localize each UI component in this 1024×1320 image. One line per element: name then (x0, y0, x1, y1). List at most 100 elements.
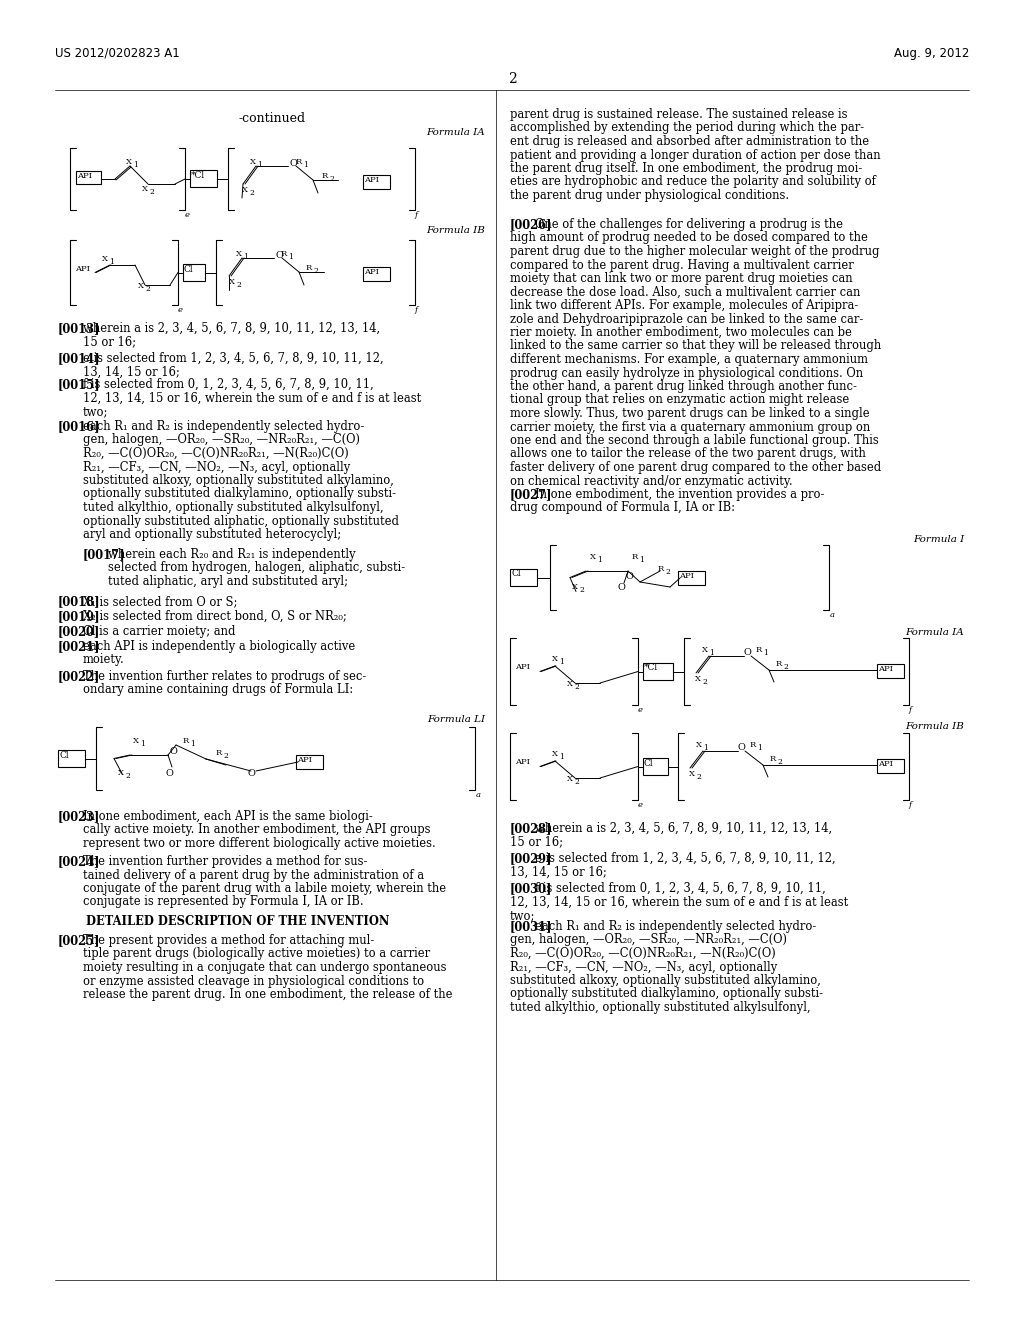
Text: R: R (658, 565, 665, 573)
Text: release the parent drug. In one embodiment, the release of the: release the parent drug. In one embodime… (83, 987, 453, 1001)
Text: 1: 1 (559, 657, 564, 667)
Text: f: f (415, 211, 418, 219)
Text: O: O (289, 158, 297, 168)
Text: R₂₁, —CF₃, —CN, —NO₂, —N₃, acyl, optionally: R₂₁, —CF₃, —CN, —NO₂, —N₃, acyl, optiona… (83, 461, 350, 474)
Text: parent drug is sustained release. The sustained release is: parent drug is sustained release. The su… (510, 108, 848, 121)
Text: 1: 1 (559, 752, 564, 762)
Text: [0024]: [0024] (58, 855, 100, 869)
Text: R: R (770, 755, 776, 763)
Text: the parent drug itself. In one embodiment, the prodrug moi-: the parent drug itself. In one embodimen… (510, 162, 862, 176)
Text: [0023]: [0023] (58, 810, 100, 822)
Text: aryl and optionally substituted heterocyclyl;: aryl and optionally substituted heterocy… (83, 528, 341, 541)
Text: one end and the second through a labile functional group. This: one end and the second through a labile … (510, 434, 879, 447)
Bar (190, 170, 217, 187)
Text: [0013]: [0013] (58, 322, 100, 335)
Bar (643, 758, 668, 775)
Text: selected from hydrogen, halogen, aliphatic, substi-: selected from hydrogen, halogen, aliphat… (108, 561, 406, 574)
Text: decrease the dose load. Also, such a multivalent carrier can: decrease the dose load. Also, such a mul… (510, 285, 860, 298)
Text: [0028]: [0028] (510, 822, 553, 836)
Text: API: API (364, 176, 379, 183)
Text: prodrug can easily hydrolyze in physiological conditions. On: prodrug can easily hydrolyze in physiolo… (510, 367, 863, 380)
Text: [0017]: [0017] (83, 548, 126, 561)
Text: O: O (625, 572, 633, 581)
Text: X: X (250, 158, 256, 166)
Text: O: O (744, 648, 752, 657)
Text: tained delivery of a parent drug by the administration of a: tained delivery of a parent drug by the … (83, 869, 424, 882)
Text: 2: 2 (574, 682, 579, 690)
Text: compared to the parent drug. Having a multivalent carrier: compared to the parent drug. Having a mu… (510, 259, 854, 272)
Text: X: X (572, 583, 578, 591)
Text: patient and providing a longer duration of action per dose than: patient and providing a longer duration … (510, 149, 881, 161)
Bar (643, 663, 673, 680)
Text: optionally substituted aliphatic, optionally substituted: optionally substituted aliphatic, option… (83, 515, 399, 528)
Text: the parent drug under physiological conditions.: the parent drug under physiological cond… (510, 189, 790, 202)
Text: conjugate is represented by Formula I, IA or IB.: conjugate is represented by Formula I, I… (83, 895, 364, 908)
Text: R₂₀, —C(O)OR₂₀, —C(O)NR₂₀R₂₁, —N(R₂₀)C(O): R₂₀, —C(O)OR₂₀, —C(O)NR₂₀R₂₁, —N(R₂₀)C(O… (510, 946, 776, 960)
Text: API: API (679, 572, 694, 579)
Text: f: f (909, 801, 912, 809)
Text: [0022]: [0022] (58, 671, 100, 682)
Text: 2: 2 (329, 176, 334, 183)
Text: [0030]: [0030] (510, 882, 552, 895)
Text: R: R (183, 737, 189, 744)
Text: O: O (618, 583, 626, 591)
Text: carrier moiety, the first via a quaternary ammonium group on: carrier moiety, the first via a quaterna… (510, 421, 870, 433)
Text: each R₁ and R₂ is independently selected hydro-: each R₁ and R₂ is independently selected… (535, 920, 816, 933)
Text: ondary amine containing drugs of Formula LI:: ondary amine containing drugs of Formula… (83, 684, 353, 697)
Text: O: O (248, 770, 256, 777)
Text: cally active moiety. In another embodiment, the API groups: cally active moiety. In another embodime… (83, 824, 430, 837)
Text: [0025]: [0025] (58, 935, 100, 946)
Text: e: e (638, 706, 643, 714)
Text: R₂₀, —C(O)OR₂₀, —C(O)NR₂₀R₂₁, —N(R₂₀)C(O): R₂₀, —C(O)OR₂₀, —C(O)NR₂₀R₂₁, —N(R₂₀)C(O… (83, 447, 349, 459)
Text: 2: 2 (236, 281, 241, 289)
Text: 1: 1 (133, 161, 138, 169)
Text: R: R (296, 158, 302, 166)
Text: 13, 14, 15 or 16;: 13, 14, 15 or 16; (83, 366, 180, 379)
Text: each R₁ and R₂ is independently selected hydro-: each R₁ and R₂ is independently selected… (83, 420, 365, 433)
Text: X: X (133, 737, 139, 744)
Text: different mechanisms. For example, a quaternary ammonium: different mechanisms. For example, a qua… (510, 352, 868, 366)
Text: [0027]: [0027] (510, 488, 553, 502)
Text: O: O (275, 251, 283, 260)
Text: a: a (830, 611, 835, 619)
Text: The present provides a method for attaching mul-: The present provides a method for attach… (83, 935, 374, 946)
Text: R: R (322, 172, 329, 180)
Text: X: X (138, 282, 144, 290)
Text: X: X (236, 249, 242, 257)
Text: [0031]: [0031] (510, 920, 553, 933)
Text: ent drug is released and absorbed after administration to the: ent drug is released and absorbed after … (510, 135, 869, 148)
Text: O: O (738, 743, 745, 752)
Text: [0020]: [0020] (58, 624, 100, 638)
Text: wherein a is 2, 3, 4, 5, 6, 7, 8, 9, 10, 11, 12, 13, 14,: wherein a is 2, 3, 4, 5, 6, 7, 8, 9, 10,… (83, 322, 380, 335)
Text: Formula IA: Formula IA (426, 128, 485, 137)
Text: 2: 2 (579, 586, 584, 594)
Text: Cl: Cl (59, 751, 69, 759)
Text: API: API (515, 758, 530, 766)
Text: 2: 2 (574, 777, 579, 785)
Text: Formula IA: Formula IA (905, 628, 964, 638)
Text: link two different APIs. For example, molecules of Aripipra-: link two different APIs. For example, mo… (510, 300, 858, 312)
Text: 12, 13, 14, 15 or 16, wherein the sum of e and f is at least: 12, 13, 14, 15 or 16, wherein the sum of… (510, 895, 848, 908)
Text: X: X (689, 770, 695, 777)
Text: or enzyme assisted cleavage in physiological conditions to: or enzyme assisted cleavage in physiolog… (83, 974, 424, 987)
Text: R₂₁, —CF₃, —CN, —NO₂, —N₃, acyl, optionally: R₂₁, —CF₃, —CN, —NO₂, —N₃, acyl, optiona… (510, 961, 777, 974)
Text: accomplished by extending the period during which the par-: accomplished by extending the period dur… (510, 121, 864, 135)
Text: conjugate of the parent drug with a labile moiety, wherein the: conjugate of the parent drug with a labi… (83, 882, 446, 895)
Bar (877, 759, 904, 774)
Text: API: API (878, 760, 893, 768)
Text: O: O (166, 770, 174, 777)
Text: 13, 14, 15 or 16;: 13, 14, 15 or 16; (510, 866, 607, 879)
Text: API: API (75, 265, 90, 273)
Text: gen, halogen, —OR₂₀, —SR₂₀, —NR₂₀R₂₁, —C(O): gen, halogen, —OR₂₀, —SR₂₀, —NR₂₀R₂₁, —C… (83, 433, 360, 446)
Text: 1: 1 (639, 556, 644, 564)
Text: [0019]: [0019] (58, 610, 100, 623)
Text: Formula I: Formula I (912, 535, 964, 544)
Text: [0029]: [0029] (510, 851, 553, 865)
Text: optionally substituted dialkylamino, optionally substi-: optionally substituted dialkylamino, opt… (510, 987, 823, 1001)
Text: X: X (695, 675, 701, 682)
Text: the other hand, a parent drug linked through another func-: the other hand, a parent drug linked thr… (510, 380, 857, 393)
Text: tiple parent drugs (biologically active moieties) to a carrier: tiple parent drugs (biologically active … (83, 948, 430, 961)
Text: tional group that relies on enzymatic action might release: tional group that relies on enzymatic ac… (510, 393, 849, 407)
Text: high amount of prodrug needed to be dosed compared to the: high amount of prodrug needed to be dose… (510, 231, 868, 244)
Text: tuted aliphatic, aryl and substituted aryl;: tuted aliphatic, aryl and substituted ar… (108, 576, 348, 587)
